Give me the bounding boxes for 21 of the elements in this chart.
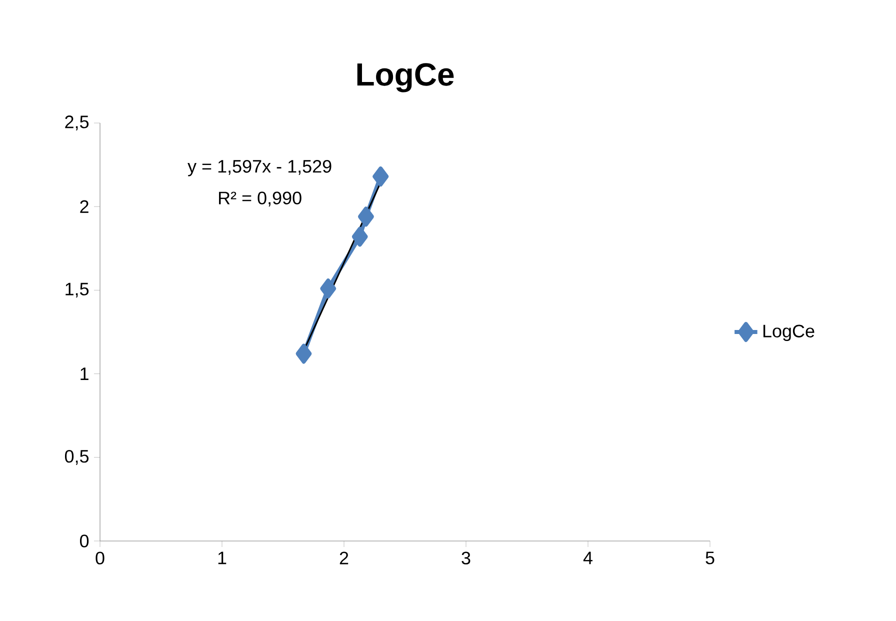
chart-title: LogCe bbox=[357, 63, 454, 92]
y-tick-label: 1,5 bbox=[66, 282, 89, 298]
x-tick-label: 0 bbox=[96, 552, 104, 564]
annotation: y = 1,597x - 1,529 bbox=[188, 160, 332, 176]
x-tick-label: 3 bbox=[462, 552, 470, 564]
point bbox=[358, 206, 374, 227]
legend-label: LogCe bbox=[763, 324, 814, 342]
x-tick-label: 2 bbox=[340, 552, 348, 564]
point bbox=[320, 278, 336, 299]
x-tick-label: 4 bbox=[583, 552, 592, 564]
annotation: R² = 0,990 bbox=[219, 192, 302, 206]
y-tick-label: 2 bbox=[80, 200, 88, 213]
x-tick-label: 5 bbox=[706, 552, 714, 564]
x-tick-label: 1 bbox=[218, 552, 226, 564]
point bbox=[372, 166, 389, 186]
y-tick-label: 2,5 bbox=[65, 116, 89, 130]
point bbox=[296, 344, 312, 364]
point bbox=[352, 226, 368, 247]
y-tick-label: 0 bbox=[80, 534, 89, 548]
y-tick-label: 0,5 bbox=[64, 450, 89, 465]
y-tick-label: 1 bbox=[80, 368, 88, 380]
